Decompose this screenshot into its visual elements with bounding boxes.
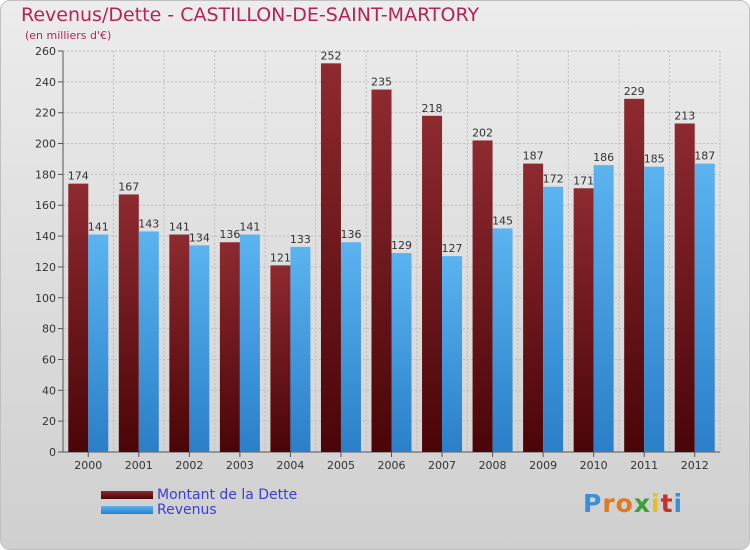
y-tick-label: 120	[35, 261, 56, 274]
x-tick-label: 2003	[226, 459, 254, 472]
bar-revenue	[644, 166, 665, 452]
data-label: 202	[472, 126, 493, 139]
x-tick-label: 2001	[125, 459, 153, 472]
data-label: 167	[118, 180, 139, 193]
legend-item-revenue: Revenus	[101, 501, 297, 518]
x-tick-label: 2009	[529, 459, 557, 472]
data-label: 133	[290, 233, 311, 246]
y-tick-label: 240	[35, 76, 56, 89]
y-tick-label: 80	[42, 323, 56, 336]
y-tick-label: 200	[35, 138, 56, 151]
data-label: 136	[219, 228, 240, 241]
y-tick-label: 160	[35, 199, 56, 212]
data-label: 171	[573, 174, 594, 187]
data-label: 174	[68, 170, 89, 183]
data-label: 141	[239, 221, 260, 234]
data-label: 186	[593, 151, 614, 164]
y-tick-label: 180	[35, 168, 56, 181]
data-label: 141	[88, 221, 109, 234]
data-label: 172	[543, 173, 564, 186]
legend-swatch-revenue	[101, 505, 153, 514]
data-label: 185	[644, 153, 665, 166]
data-label: 252	[320, 49, 341, 62]
logo-letter: x	[633, 489, 651, 518]
bar-debt	[422, 115, 443, 453]
bar-debt	[523, 163, 544, 453]
data-label: 141	[169, 221, 190, 234]
data-label: 134	[189, 231, 210, 244]
bar-revenue	[391, 253, 412, 452]
logo-letter: r	[602, 489, 616, 518]
y-tick-label: 40	[42, 384, 56, 397]
x-tick-label: 2000	[74, 459, 102, 472]
y-tick-label: 260	[35, 45, 56, 58]
x-tick-label: 2007	[428, 459, 456, 472]
bar-debt	[624, 98, 645, 453]
proxiti-logo: Proxiti	[583, 489, 683, 518]
x-tick-label: 2011	[630, 459, 658, 472]
data-label: 187	[523, 150, 544, 163]
data-label: 229	[624, 85, 645, 98]
bar-debt	[68, 183, 89, 452]
logo-letter: i	[651, 489, 661, 518]
bar-debt	[674, 123, 695, 452]
x-tick-label: 2005	[327, 459, 355, 472]
y-tick-label: 60	[42, 353, 56, 366]
bar-revenue	[290, 246, 311, 452]
x-tick-label: 2006	[378, 459, 406, 472]
data-label: 121	[270, 251, 291, 264]
data-label: 235	[371, 76, 392, 89]
bar-debt	[573, 188, 594, 452]
data-label: 143	[138, 217, 159, 230]
bar-revenue	[239, 234, 260, 452]
bar-revenue	[88, 234, 109, 452]
y-tick-label: 140	[35, 230, 56, 243]
data-label: 218	[422, 102, 443, 115]
bar-revenue	[492, 228, 513, 452]
bar-debt	[320, 63, 341, 452]
bar-debt	[371, 89, 392, 453]
legend-label-debt: Montant de la Dette	[157, 486, 298, 503]
bar-revenue	[694, 163, 715, 453]
x-tick-label: 2010	[580, 459, 608, 472]
bar-revenue	[593, 165, 614, 452]
data-label: 129	[391, 239, 412, 252]
chart-title: Revenus/Dette - CASTILLON-DE-SAINT-MARTO…	[21, 4, 480, 26]
x-tick-label: 2002	[175, 459, 203, 472]
y-tick-label: 220	[35, 107, 56, 120]
bar-debt	[270, 265, 291, 452]
data-label: 145	[492, 214, 513, 227]
legend: Montant de la Dette Revenus	[101, 486, 298, 518]
bar-debt	[472, 140, 493, 452]
bar-revenue	[543, 186, 564, 452]
data-label: 136	[340, 228, 361, 241]
bar-revenue	[138, 231, 159, 452]
y-tick-label: 20	[42, 415, 56, 428]
logo-letter: i	[673, 489, 684, 518]
chart-subtitle: (en milliers d'€)	[25, 29, 112, 42]
y-tick-label: 0	[49, 446, 56, 459]
y-tick-label: 100	[35, 292, 56, 305]
bar-revenue	[442, 256, 463, 452]
logo-letter: t	[660, 489, 674, 518]
data-label: 127	[442, 242, 463, 255]
logo-letter: o	[615, 489, 634, 518]
x-tick-label: 2012	[681, 459, 709, 472]
bar-debt	[169, 234, 190, 452]
bar-revenue	[189, 245, 210, 452]
bar-revenue	[340, 242, 361, 452]
legend-label-revenue: Revenus	[157, 501, 217, 518]
x-tick-label: 2008	[479, 459, 507, 472]
legend-item-debt: Montant de la Dette	[101, 486, 298, 503]
bar-debt	[118, 194, 139, 452]
data-label: 213	[674, 109, 695, 122]
logo-letter: P	[583, 489, 603, 518]
legend-swatch-debt	[101, 490, 153, 499]
data-label: 187	[694, 150, 715, 163]
x-tick-label: 2004	[276, 459, 304, 472]
bar-debt	[219, 242, 240, 452]
